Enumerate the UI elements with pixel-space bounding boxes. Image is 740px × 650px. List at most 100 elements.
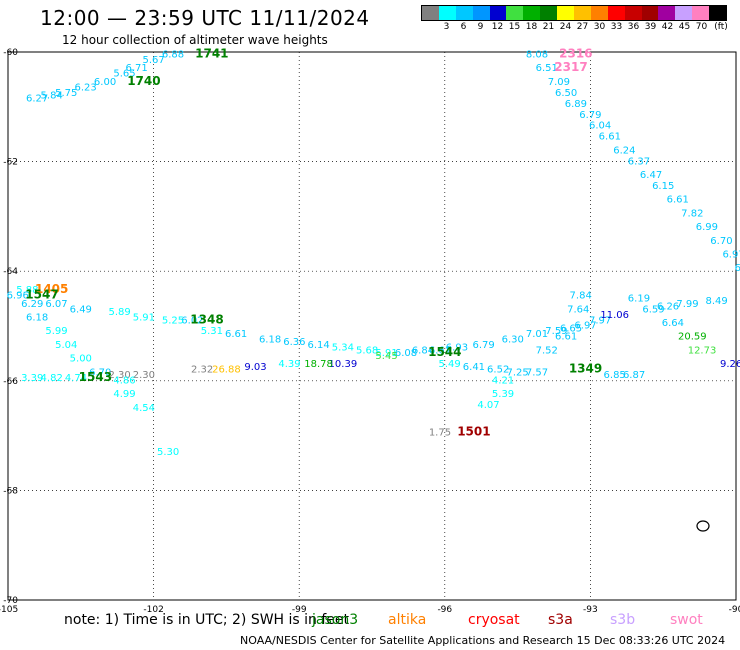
wave-height-label: 4.86 [113,376,135,387]
pass-time-label: 2317 [554,60,587,74]
wave-height-color-legend [421,5,727,21]
wave-height-label: 9.26 [720,359,740,370]
wave-height-label: 7.01 [526,329,548,340]
pass-time-label: 1544 [428,345,461,359]
wave-height-label: 2.30 [108,370,130,381]
wave-height-label: 6.18 [259,334,281,345]
wave-height-label: 6.79 [579,110,601,121]
satellite-label: s3b [610,612,636,628]
wave-height-label: 6.51 [536,63,558,74]
satellite-label: swot [670,612,703,628]
wave-height-label: 5.45 [375,351,397,362]
wave-height-label: 5.34 [332,343,354,354]
wave-height-label: 6.65 [560,323,582,334]
legend-tick-label: 24 [559,22,572,32]
legend-tick-label: 70 [695,22,708,32]
wave-height-label: 6.59 [642,304,664,315]
satellite-label: jason3 [312,612,359,628]
wave-height-label: 5.84 [41,91,63,102]
wave-height-label: 6.71 [125,63,147,74]
pass-time-label: 2316 [559,46,592,60]
wave-height-label: 6.08 [395,348,417,359]
pass-time-label: 1741 [195,46,228,60]
legend-swatch [455,6,473,20]
wave-height-label: 4.39 [278,359,300,370]
footer-note: note: 1) Time is in UTC; 2) SWH is in fe… [64,612,350,628]
wave-height-label: 4.54 [133,403,155,414]
wave-height-label: 6.36 [283,337,305,348]
wave-height-label: 6.37 [628,156,650,167]
legend-unit-label: (ft) [714,22,728,32]
wave-height-label: 6.70 [89,367,111,378]
wave-height-label: 6.24 [613,145,635,156]
wave-height-label: 6.52 [487,365,509,376]
legend-swatch [641,6,659,20]
map-border [7,51,737,601]
pass-time-label: 1349 [569,362,602,376]
wave-height-label: 6.89 [565,99,587,110]
legend-swatch [675,6,693,20]
wave-height-label: 10.39 [329,359,358,370]
wave-height-label: 6.93 [446,343,468,354]
wave-height-label: 4.99 [113,389,135,400]
legend-swatch [523,6,541,20]
wave-height-label: 5.67 [142,55,164,66]
satellite-label: altika [388,612,427,628]
wave-height-label: 5.65 [113,69,135,80]
wave-height-labels: 6.275.845.756.236.005.656.715.676.88 1740… [7,46,740,457]
legend-tick-label: 21 [542,22,555,32]
wave-height-label: 6.97 [722,250,740,261]
wave-height-label: 6.07 [45,299,67,310]
legend-swatch [574,6,591,20]
legend-tick-label: 3 [443,22,450,32]
wave-height-label: 26.88 [212,365,241,376]
wave-height-label: 6.85 [604,370,626,381]
wave-height-label: 4.07 [477,400,499,411]
latitude-tick-label: -70 [3,596,18,606]
latitude-tick-label: -60 [3,48,18,58]
wave-height-label: 7.82 [681,208,703,219]
wave-height-label: 6.65 [735,263,740,274]
legend-swatch [540,6,558,20]
wave-height-label: 7.09 [548,77,570,88]
map-subtitle: 12 hour collection of altimeter wave hei… [62,33,328,47]
wave-height-label: 3.39 [21,373,43,384]
legend-tick-label: 33 [610,22,623,32]
wave-height-label: 7.97 [589,315,611,326]
legend-swatch [506,6,524,20]
legend-swatch [438,6,456,20]
wave-height-label: 11.06 [600,310,629,321]
wave-height-label: 4.74 [65,373,87,384]
wave-height-label: 4.21 [492,376,514,387]
legend-tick-label: 39 [644,22,657,32]
wave-height-label: 7.64 [567,304,589,315]
legend-swatch [472,6,490,20]
longitude-tick-label: -96 [437,605,452,615]
wave-height-label: 6.97 [574,321,596,332]
satellite-label: cryosat [468,612,520,628]
legend-tick-labels: 3 6 9 12 15 18 21 24 27 30 33 36 39 42 45 70 (ft) [421,22,728,34]
wave-height-label: 6.19 [628,293,650,304]
wave-height-label: 5.99 [45,326,67,337]
legend-tick-label: 15 [508,22,521,32]
wave-height-label: 7.84 [570,291,592,302]
wave-height-label: 6.14 [307,340,329,351]
wave-height-label: 6.61 [429,345,451,356]
wave-height-label: 5.04 [55,340,77,351]
wave-height-label: 9.03 [244,362,266,373]
wave-height-label: 5.30 [157,447,179,458]
wave-height-label: 7.59 [545,326,567,337]
legend-tick-label: 42 [661,22,674,32]
latitude-tick-label: -66 [3,377,18,387]
wave-height-label: 6.41 [463,362,485,373]
legend-swatch [590,6,608,20]
legend-swatch [422,6,439,20]
legend-swatch [624,6,642,20]
latitude-tick-label: -64 [3,267,18,277]
legend-tick-label: 9 [477,22,484,32]
legend-tick-label: 6 [460,22,467,32]
map-tick-labels: -105 -102 -99 -96 -93 -90 -60 -62 -64 -66 -68 -70 [0,48,740,615]
map-title: 12:00 — 23:59 UTC 11/11/2024 [40,6,370,30]
wave-height-label: 6.84 [412,345,434,356]
wave-height-label: 6.49 [70,304,92,315]
